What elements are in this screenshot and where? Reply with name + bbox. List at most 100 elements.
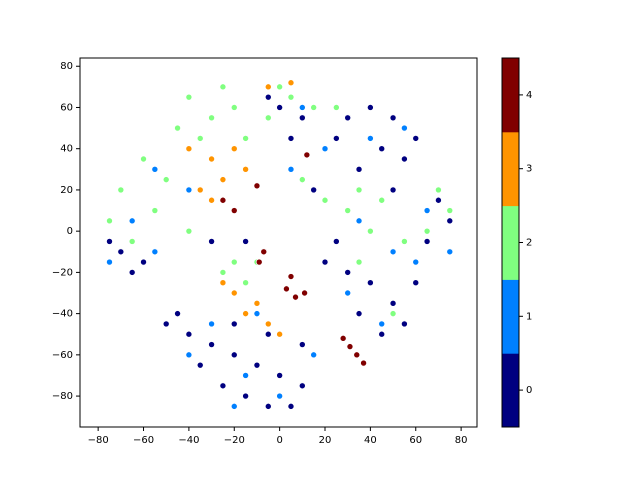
point	[128, 269, 136, 276]
point	[389, 300, 397, 307]
point	[321, 145, 329, 153]
point	[106, 217, 113, 225]
colorbar-tick-label: 3	[526, 164, 532, 175]
point	[185, 145, 193, 153]
point	[412, 279, 420, 286]
point	[242, 166, 249, 173]
y-tick-label: −60	[52, 350, 73, 361]
point	[242, 135, 249, 142]
point	[276, 372, 283, 379]
y-tick-label: −20	[52, 267, 73, 278]
colorbar-segment	[502, 131, 519, 207]
point	[353, 351, 361, 359]
point	[151, 166, 159, 173]
point	[401, 155, 408, 163]
point	[299, 104, 306, 111]
point	[260, 248, 268, 256]
point	[355, 217, 363, 225]
point	[230, 145, 238, 153]
point	[344, 289, 351, 297]
point	[242, 310, 249, 317]
point	[230, 320, 238, 328]
point	[140, 258, 147, 266]
point	[287, 403, 295, 410]
point	[299, 114, 306, 122]
point	[435, 186, 442, 194]
point	[446, 207, 454, 214]
point	[264, 83, 272, 91]
colorbar-tick-label: 0	[526, 385, 532, 396]
point	[344, 114, 351, 122]
point	[287, 79, 295, 87]
point	[128, 238, 136, 245]
point	[219, 176, 227, 183]
point	[242, 238, 249, 245]
point	[185, 186, 193, 194]
point	[230, 351, 238, 359]
point	[253, 310, 261, 317]
point	[423, 238, 431, 245]
point	[253, 361, 261, 369]
point	[253, 182, 261, 190]
point	[276, 83, 283, 91]
point	[355, 166, 363, 173]
point	[435, 196, 442, 204]
colorbar: 0 1 2 3 4	[501, 57, 532, 428]
colorbar-tick-label: 2	[526, 238, 532, 249]
point	[283, 285, 290, 293]
point	[230, 207, 238, 214]
point	[242, 392, 249, 400]
point	[230, 104, 238, 111]
point	[276, 392, 283, 400]
point	[264, 114, 272, 122]
point	[378, 320, 386, 328]
y-tick-label: −40	[52, 309, 73, 320]
point	[389, 114, 397, 122]
point	[412, 258, 420, 266]
colorbar-tick-label: 4	[526, 90, 532, 101]
colorbar-segment	[502, 353, 519, 428]
point	[208, 238, 215, 245]
point	[208, 320, 215, 328]
y-tick-label: −80	[52, 391, 73, 402]
point	[378, 196, 386, 204]
point	[303, 151, 311, 159]
point	[162, 320, 170, 328]
point	[367, 227, 374, 235]
point	[321, 258, 329, 266]
point	[355, 310, 363, 317]
point	[196, 135, 204, 142]
point	[367, 104, 374, 111]
point	[401, 320, 408, 328]
y-tick-label: 60	[60, 102, 73, 113]
point	[333, 238, 340, 245]
point	[230, 403, 238, 410]
point	[264, 320, 272, 328]
point	[264, 93, 272, 101]
x-tick-label: 80	[455, 435, 468, 446]
point	[412, 135, 420, 142]
point	[287, 166, 295, 173]
point	[106, 238, 113, 245]
point	[219, 196, 227, 204]
point	[264, 330, 272, 338]
point	[242, 279, 249, 286]
point	[219, 382, 227, 390]
point	[230, 258, 238, 266]
point	[355, 186, 363, 194]
x-tick-label: −40	[178, 435, 199, 446]
point	[299, 341, 306, 348]
point	[310, 351, 317, 359]
point	[208, 341, 215, 348]
y-tick-label: 40	[60, 144, 73, 155]
point	[117, 186, 125, 194]
x-tick-label: 0	[276, 435, 282, 446]
point	[401, 238, 408, 245]
point	[360, 359, 367, 367]
point	[185, 227, 193, 235]
point	[230, 289, 238, 297]
colorbar-segment	[502, 279, 519, 354]
points	[106, 79, 454, 410]
point	[276, 330, 283, 338]
